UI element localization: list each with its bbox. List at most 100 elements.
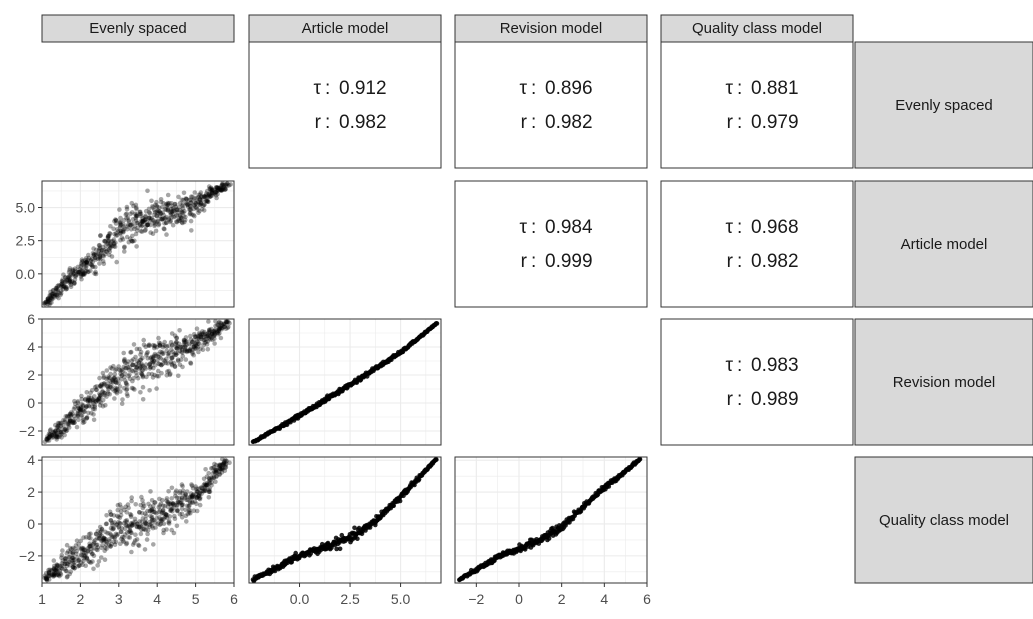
data-point <box>104 249 110 254</box>
data-point <box>140 368 145 374</box>
data-point <box>152 372 157 378</box>
data-point <box>103 539 109 544</box>
data-point <box>122 356 127 362</box>
data-point <box>64 542 70 548</box>
data-point <box>66 423 71 428</box>
data-point <box>51 573 57 578</box>
data-point <box>154 209 160 214</box>
data-point <box>57 291 62 296</box>
data-point <box>58 291 64 296</box>
data-point <box>47 302 52 308</box>
data-point <box>174 336 179 341</box>
data-point <box>111 226 116 232</box>
data-point <box>157 361 162 367</box>
data-point <box>78 271 84 277</box>
data-point <box>208 193 213 199</box>
data-point <box>57 568 63 574</box>
data-point <box>434 457 439 462</box>
data-point <box>57 429 63 435</box>
data-point <box>151 359 157 364</box>
data-point <box>51 566 57 571</box>
data-point <box>197 496 203 502</box>
data-point <box>85 257 90 263</box>
data-point <box>156 205 162 210</box>
data-point <box>205 347 211 352</box>
data-point <box>105 234 111 239</box>
data-point <box>196 194 201 200</box>
scatter-panel <box>248 318 442 446</box>
y-tick-label: −2 <box>19 548 35 564</box>
data-point <box>124 386 130 392</box>
data-point <box>121 520 127 526</box>
data-point <box>118 529 124 535</box>
data-point <box>183 214 188 220</box>
data-point <box>99 247 104 253</box>
data-point <box>135 358 140 364</box>
data-point <box>70 420 76 425</box>
scatter-panel <box>41 180 235 308</box>
data-point <box>111 375 117 381</box>
r-colon: : <box>325 112 330 133</box>
data-point <box>226 324 231 330</box>
data-point <box>69 279 75 284</box>
data-point <box>201 332 206 338</box>
data-point <box>139 229 145 234</box>
data-point <box>133 502 138 507</box>
data-point <box>110 386 115 392</box>
data-point <box>134 206 139 212</box>
data-point <box>143 214 148 220</box>
data-point <box>337 546 343 552</box>
data-point <box>170 342 175 348</box>
data-point <box>54 437 59 442</box>
data-point <box>122 374 127 380</box>
data-point <box>149 354 154 360</box>
data-point <box>98 384 104 390</box>
data-point <box>188 346 193 351</box>
data-point <box>144 374 149 380</box>
data-point <box>47 434 53 440</box>
data-point <box>75 264 81 270</box>
data-point <box>152 345 157 351</box>
data-point <box>123 522 129 528</box>
data-point <box>219 187 224 193</box>
data-point <box>133 519 138 525</box>
data-point <box>156 222 161 228</box>
data-point <box>146 501 151 507</box>
data-point <box>150 375 156 380</box>
data-point <box>81 547 86 552</box>
data-point <box>209 332 214 337</box>
data-point <box>83 405 88 411</box>
data-point <box>204 188 210 194</box>
data-point <box>211 328 216 334</box>
data-point <box>223 319 229 324</box>
data-point <box>55 289 60 295</box>
data-point <box>190 194 195 200</box>
data-point <box>177 328 182 333</box>
data-point <box>183 343 188 348</box>
data-point <box>45 299 50 305</box>
data-point <box>46 570 52 576</box>
data-point <box>112 244 118 249</box>
data-point <box>60 566 65 571</box>
data-point <box>194 334 199 340</box>
scatter-panel <box>41 318 235 446</box>
data-point <box>124 530 130 535</box>
data-point <box>122 245 127 250</box>
data-point <box>84 260 90 266</box>
data-point <box>44 576 50 582</box>
data-point <box>45 434 50 439</box>
data-point <box>131 540 137 545</box>
data-point <box>201 194 207 199</box>
data-point <box>149 217 154 222</box>
data-point <box>156 351 161 357</box>
data-point <box>113 218 119 223</box>
data-point <box>212 336 217 342</box>
data-point <box>62 284 68 289</box>
data-point <box>81 416 86 422</box>
data-point <box>67 268 72 273</box>
data-point <box>137 366 142 372</box>
data-point <box>69 420 75 425</box>
data-point <box>188 333 193 339</box>
data-point <box>213 192 219 198</box>
data-point <box>179 197 185 203</box>
